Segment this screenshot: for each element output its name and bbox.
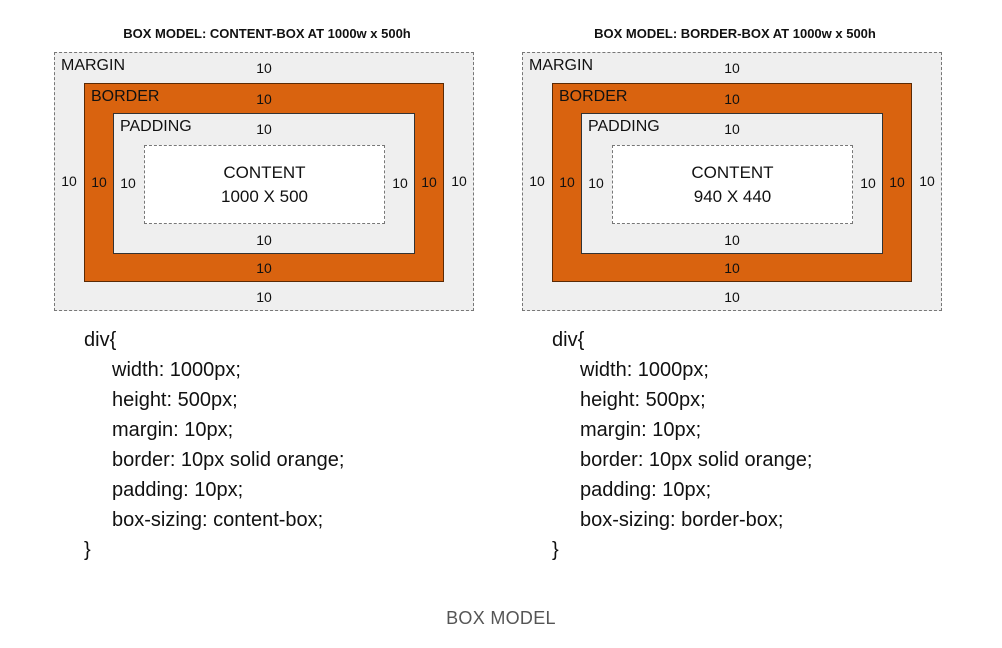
- border-label: BORDER: [91, 88, 160, 105]
- padding-bottom-value: 10: [724, 232, 740, 248]
- border-area: BORDER 10 10 10 10 PADDING 10 10 10 10 C…: [84, 83, 444, 282]
- code-line: margin: 10px;: [112, 419, 234, 441]
- border-label: BORDER: [559, 88, 628, 105]
- border-left-value: 10: [91, 173, 107, 190]
- padding-label: PADDING: [588, 118, 660, 135]
- padding-left-value: 10: [120, 174, 136, 191]
- css-code-block: div{ width: 1000px; height: 500px; margi…: [84, 325, 344, 565]
- margin-top-value: 10: [256, 60, 272, 76]
- code-line: border: 10px solid orange;: [580, 449, 813, 471]
- border-right-value: 10: [421, 173, 437, 190]
- padding-area: PADDING 10 10 10 10 CONTENT 940 X 440: [581, 113, 883, 254]
- margin-right-value: 10: [919, 172, 935, 189]
- content-area: CONTENT 940 X 440: [612, 145, 853, 224]
- border-bottom-value: 10: [724, 260, 740, 276]
- border-box-diagram: BOX MODEL: BORDER-BOX AT 1000w x 500h MA…: [520, 0, 980, 580]
- diagram-title: BOX MODEL: CONTENT-BOX AT 1000w x 500h: [123, 26, 411, 41]
- padding-top-value: 10: [256, 121, 272, 137]
- code-line: height: 500px;: [580, 389, 706, 411]
- margin-left-value: 10: [529, 172, 545, 189]
- border-left-value: 10: [559, 173, 575, 190]
- figure-caption: BOX MODEL: [446, 608, 556, 628]
- border-top-value: 10: [724, 91, 740, 107]
- code-line: width: 1000px;: [580, 359, 709, 381]
- code-open: div{: [84, 329, 117, 351]
- border-right-value: 10: [889, 173, 905, 190]
- border-top-value: 10: [256, 91, 272, 107]
- padding-bottom-value: 10: [256, 232, 272, 248]
- code-line: border: 10px solid orange;: [112, 449, 345, 471]
- content-area: CONTENT 1000 X 500: [144, 145, 385, 224]
- content-box-diagram: BOX MODEL: CONTENT-BOX AT 1000w x 500h M…: [52, 0, 512, 580]
- code-open: div{: [552, 329, 585, 351]
- diagram-title: BOX MODEL: BORDER-BOX AT 1000w x 500h: [594, 26, 876, 41]
- margin-area: MARGIN 10 10 10 10 BORDER 10 10 10 10 PA…: [522, 52, 942, 311]
- padding-top-value: 10: [724, 121, 740, 137]
- code-close: }: [84, 539, 91, 561]
- margin-left-value: 10: [61, 172, 77, 189]
- content-label: CONTENT: [691, 162, 774, 182]
- code-line: box-sizing: border-box;: [580, 509, 784, 531]
- code-close: }: [552, 539, 559, 561]
- margin-top-value: 10: [724, 60, 740, 76]
- padding-right-value: 10: [860, 174, 876, 191]
- content-size: 940 X 440: [693, 186, 772, 206]
- border-area: BORDER 10 10 10 10 PADDING 10 10 10 10 C…: [552, 83, 912, 282]
- code-line: height: 500px;: [112, 389, 238, 411]
- margin-bottom-value: 10: [724, 289, 740, 305]
- content-size: 1000 X 500: [221, 186, 308, 206]
- padding-left-value: 10: [588, 174, 604, 191]
- padding-area: PADDING 10 10 10 10 CONTENT 1000 X 500: [113, 113, 415, 254]
- css-code-block: div{ width: 1000px; height: 500px; margi…: [552, 325, 812, 565]
- content-label: CONTENT: [223, 162, 306, 182]
- code-line: box-sizing: content-box;: [112, 509, 324, 531]
- margin-label: MARGIN: [529, 57, 593, 74]
- border-bottom-value: 10: [256, 260, 272, 276]
- margin-right-value: 10: [451, 172, 467, 189]
- margin-bottom-value: 10: [256, 289, 272, 305]
- margin-area: MARGIN 10 10 10 10 BORDER 10 10 10 10 PA…: [54, 52, 474, 311]
- code-line: margin: 10px;: [580, 419, 702, 441]
- padding-right-value: 10: [392, 174, 408, 191]
- padding-label: PADDING: [120, 118, 192, 135]
- code-line: padding: 10px;: [580, 479, 712, 501]
- code-line: padding: 10px;: [112, 479, 244, 501]
- margin-label: MARGIN: [61, 57, 125, 74]
- code-line: width: 1000px;: [112, 359, 241, 381]
